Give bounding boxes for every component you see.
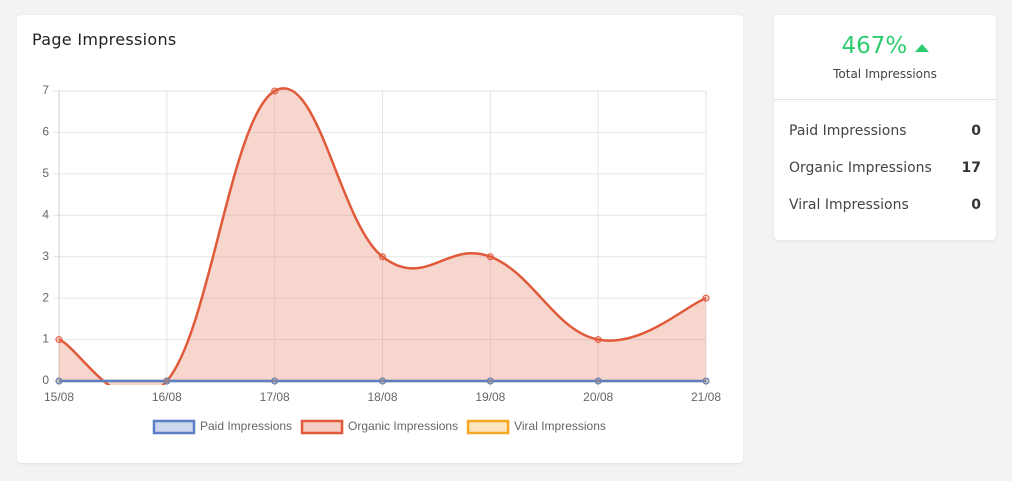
point [702,377,710,385]
chart-card: Page Impressions 0 1 2 3 4 5 6 7 15/08 16/08 17/08… [17,15,743,463]
divider [774,99,996,100]
y-tick-label: 2 [42,290,49,304]
legend-label: Paid Impressions [200,419,292,433]
up-arrow [914,44,929,52]
y-tick-label: 1 [42,332,49,346]
x-tick-label: 20/08 [583,390,613,404]
legend-swatch [466,419,510,435]
x-tick-label: 19/08 [475,390,505,404]
y-tick-label: 7 [42,83,49,97]
stat-row: Viral Impressions 0 [789,197,981,213]
point [486,253,494,261]
stat-value: 0 [971,197,981,213]
stat-label: Paid Impressions [789,123,907,139]
point [379,377,386,385]
summary-card: 467% Total Impressions Paid Impressions 0… [774,15,996,240]
legend-swatch [300,419,344,435]
x-tick-label: 17/08 [260,390,290,404]
x-tick-label: 18/08 [367,390,397,404]
stat-row: Organic Impressions 17 [789,160,981,176]
point [486,377,494,385]
x-tick-label: 15/08 [44,390,74,404]
chart-title: Page Impressions [32,30,177,49]
plot [59,87,707,385]
y-tick-label: 5 [42,166,49,180]
x-tick-label: 21/08 [691,390,721,404]
point [379,253,386,261]
stat-label: Viral Impressions [789,197,909,213]
stat-label: Organic Impressions [789,160,932,176]
y-tick-label: 0 [42,373,49,387]
y-tick-label: 6 [42,125,49,139]
change-value: 467% [841,33,908,59]
y-tick-label: 4 [42,207,49,221]
change: 467% [774,33,996,59]
point [55,377,63,385]
point [271,377,279,385]
area [59,88,706,385]
y-tick-label: 3 [42,249,49,263]
legend-label: Organic Impressions [348,419,458,433]
legend-swatch [152,419,196,435]
caption: Total Impressions [833,67,937,81]
point [594,377,602,385]
stat-value: 0 [971,123,981,139]
point [271,87,279,95]
x-tick-label: 16/08 [152,390,182,404]
point [702,294,710,302]
stat-value: 17 [961,160,981,176]
stat-row: Paid Impressions 0 [789,123,981,139]
point [594,336,602,344]
point [163,377,171,385]
chart: 0 1 2 3 4 5 6 7 15/08 16/08 17/08 18/08 19/08 20/08 21… [42,83,721,435]
legend-label: Viral Impressions [514,419,606,433]
point [55,336,63,344]
